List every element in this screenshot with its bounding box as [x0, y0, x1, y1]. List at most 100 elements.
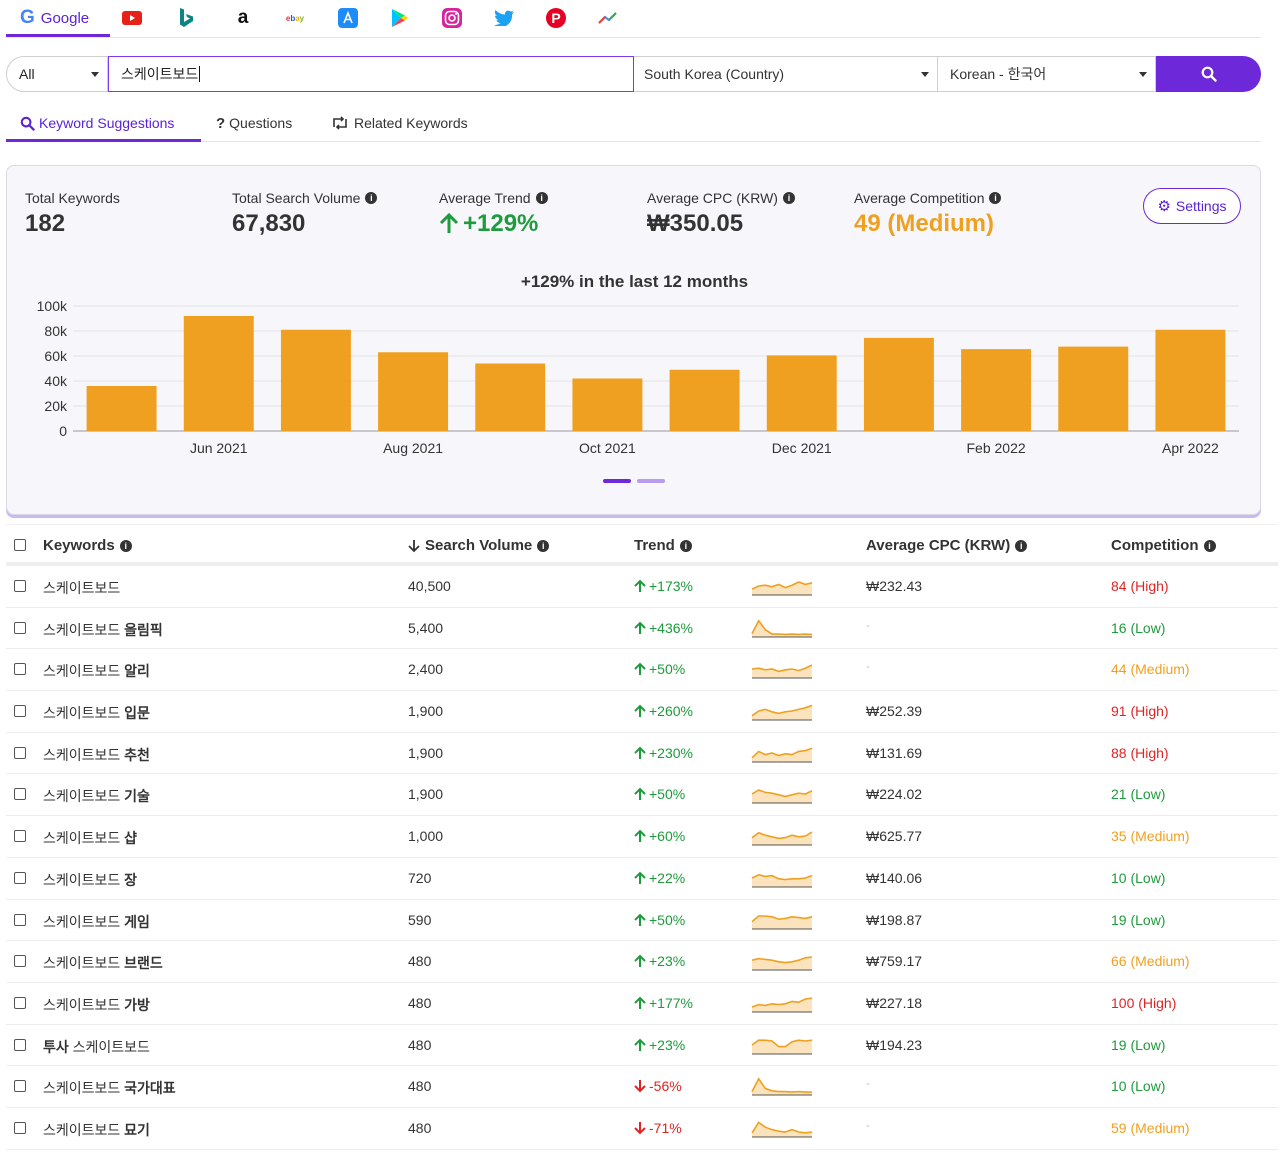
engine-twitter[interactable] — [494, 6, 514, 30]
table-row[interactable]: 스케이트보드 묘기 480 -71% - 59 (Medium) — [6, 1108, 1278, 1150]
search-volume-cell: 720 — [408, 869, 432, 886]
bar[interactable] — [863, 337, 934, 431]
bar[interactable] — [1058, 346, 1129, 431]
bar[interactable] — [1155, 329, 1226, 431]
engine-instagram[interactable] — [442, 6, 462, 30]
table-row[interactable]: 스케이트보드 장 720 +22% ₩140.06 10 (Low) — [6, 858, 1278, 900]
engine-play-store[interactable] — [390, 6, 410, 30]
row-checkbox[interactable] — [14, 1080, 26, 1093]
trend-value: +173% — [649, 578, 693, 594]
cpc-cell: ₩759.17 — [866, 953, 923, 970]
keyword-cell[interactable]: 스케이트보드 브랜드 — [43, 953, 163, 973]
row-checkbox[interactable] — [14, 788, 26, 801]
keyword-cell[interactable]: 스케이트보드 입문 — [43, 703, 150, 723]
keyword-input[interactable]: 스케이트보드 — [108, 56, 634, 92]
tab-questions[interactable]: ? Questions — [216, 112, 292, 134]
keyword-cell[interactable]: 스케이트보드 묘기 — [43, 1120, 150, 1140]
bar[interactable] — [280, 329, 351, 431]
keyword-cell[interactable]: 스케이트보드 게임 — [43, 912, 150, 932]
row-checkbox[interactable] — [14, 913, 26, 926]
search-button[interactable] — [1156, 56, 1261, 92]
table-row[interactable]: 스케이트보드 올림픽 5,400 +436% - 16 (Low) — [6, 608, 1278, 650]
engine-google[interactable]: G Google — [20, 6, 89, 30]
row-checkbox[interactable] — [14, 1121, 26, 1134]
engine-trends[interactable] — [598, 6, 618, 30]
tab-related-keywords[interactable]: Related Keywords — [331, 112, 468, 134]
bar[interactable] — [86, 386, 157, 431]
bar[interactable] — [669, 369, 740, 431]
table-row[interactable]: 투사 스케이트보드 480 +23% ₩194.23 19 (Low) — [6, 1025, 1278, 1067]
keyword-cell[interactable]: 투사 스케이트보드 — [43, 1037, 150, 1057]
engine-bing[interactable] — [176, 6, 196, 30]
search-type-select[interactable]: All — [6, 56, 108, 92]
pager-dot[interactable] — [637, 479, 665, 483]
info-icon[interactable]: i — [782, 192, 795, 204]
keyword-suffix: 샵 — [120, 830, 138, 847]
header-average-cpc[interactable]: Average CPC (KRW) i — [866, 537, 1028, 554]
table-row[interactable]: 스케이트보드 40,500 +173% ₩232.43 84 (High) — [6, 566, 1278, 608]
row-checkbox[interactable] — [14, 746, 26, 759]
row-checkbox[interactable] — [14, 580, 26, 592]
row-checkbox[interactable] — [14, 871, 26, 884]
table-row[interactable]: 스케이트보드 추천 1,900 +230% ₩131.69 88 (High) — [6, 733, 1278, 775]
country-select[interactable]: South Korea (Country) — [634, 56, 938, 92]
bar[interactable] — [183, 316, 254, 431]
engine-pinterest[interactable]: P — [546, 6, 566, 30]
info-icon[interactable]: i — [1203, 539, 1216, 552]
table-row[interactable]: 스케이트보드 샵 1,000 +60% ₩625.77 35 (Medium) — [6, 816, 1278, 858]
bar[interactable] — [378, 352, 449, 431]
row-checkbox[interactable] — [14, 955, 26, 968]
table-row[interactable]: 스케이트보드 국가대표 480 -56% - 10 (Low) — [6, 1066, 1278, 1108]
table-row[interactable]: 스케이트보드 브랜드 480 +23% ₩759.17 66 (Medium) — [6, 941, 1278, 983]
keyword-cell[interactable]: 스케이트보드 가방 — [43, 995, 150, 1015]
bar[interactable] — [766, 355, 837, 431]
select-all-checkbox[interactable] — [14, 539, 26, 551]
engine-amazon[interactable]: a — [233, 6, 253, 30]
row-checkbox[interactable] — [14, 621, 26, 634]
info-icon[interactable]: i — [537, 539, 550, 552]
keyword-cell[interactable]: 스케이트보드 — [43, 578, 120, 598]
keyword-cell[interactable]: 스케이트보드 기술 — [43, 786, 150, 806]
info-icon[interactable]: i — [989, 192, 1002, 204]
keyword-cell[interactable]: 스케이트보드 샵 — [43, 828, 137, 848]
bar[interactable] — [475, 363, 546, 432]
row-checkbox[interactable] — [14, 705, 26, 718]
keyword-cell[interactable]: 스케이트보드 추천 — [43, 745, 150, 765]
keyword-cell[interactable]: 스케이트보드 알리 — [43, 661, 150, 681]
row-checkbox[interactable] — [14, 996, 26, 1009]
arrow-up-icon — [634, 913, 646, 926]
info-icon[interactable]: i — [679, 539, 692, 552]
language-select[interactable]: Korean - 한국어 — [938, 56, 1156, 92]
keyword-cell[interactable]: 스케이트보드 올림픽 — [43, 620, 163, 640]
row-checkbox[interactable] — [14, 663, 26, 676]
info-icon[interactable]: i — [119, 539, 132, 552]
keyword-base: 스케이트보드 — [43, 1080, 121, 1097]
pager-dot-active[interactable] — [603, 479, 631, 483]
info-icon[interactable]: i — [535, 192, 548, 204]
header-search-volume[interactable]: Search Volume i — [408, 537, 550, 554]
info-icon[interactable]: i — [365, 192, 378, 204]
keyword-base: 스케이트보드 — [43, 830, 121, 847]
bar[interactable] — [572, 378, 643, 432]
table-row[interactable]: 스케이트보드 알리 2,400 +50% - 44 (Medium) — [6, 649, 1278, 692]
engine-app-store[interactable] — [338, 6, 358, 30]
bar[interactable] — [961, 349, 1032, 431]
row-checkbox[interactable] — [14, 830, 26, 843]
table-row[interactable]: 스케이트보드 입문 1,900 +260% ₩252.39 91 (High) — [6, 691, 1278, 733]
arrow-up-icon — [634, 621, 646, 634]
table-row[interactable]: 스케이트보드 가방 480 +177% ₩227.18 100 (High) — [6, 983, 1278, 1025]
table-row[interactable]: 스케이트보드 게임 590 +50% ₩198.87 19 (Low) — [6, 900, 1278, 942]
header-keywords[interactable]: Keywords i — [43, 537, 132, 554]
header-competition[interactable]: Competition i — [1111, 537, 1216, 554]
header-trend[interactable]: Trend i — [634, 537, 692, 554]
sparkline-area — [752, 665, 812, 679]
settings-button[interactable]: ⚙ Settings — [1143, 188, 1241, 224]
keyword-cell[interactable]: 스케이트보드 장 — [43, 870, 137, 890]
table-row[interactable]: 스케이트보드 기술 1,900 +50% ₩224.02 21 (Low) — [6, 774, 1278, 817]
engine-youtube[interactable] — [122, 6, 142, 30]
keyword-cell[interactable]: 스케이트보드 국가대표 — [43, 1078, 176, 1098]
info-icon[interactable]: i — [1015, 539, 1028, 552]
row-checkbox[interactable] — [14, 1038, 26, 1051]
tab-keyword-suggestions[interactable]: Keyword Suggestions — [20, 112, 174, 134]
